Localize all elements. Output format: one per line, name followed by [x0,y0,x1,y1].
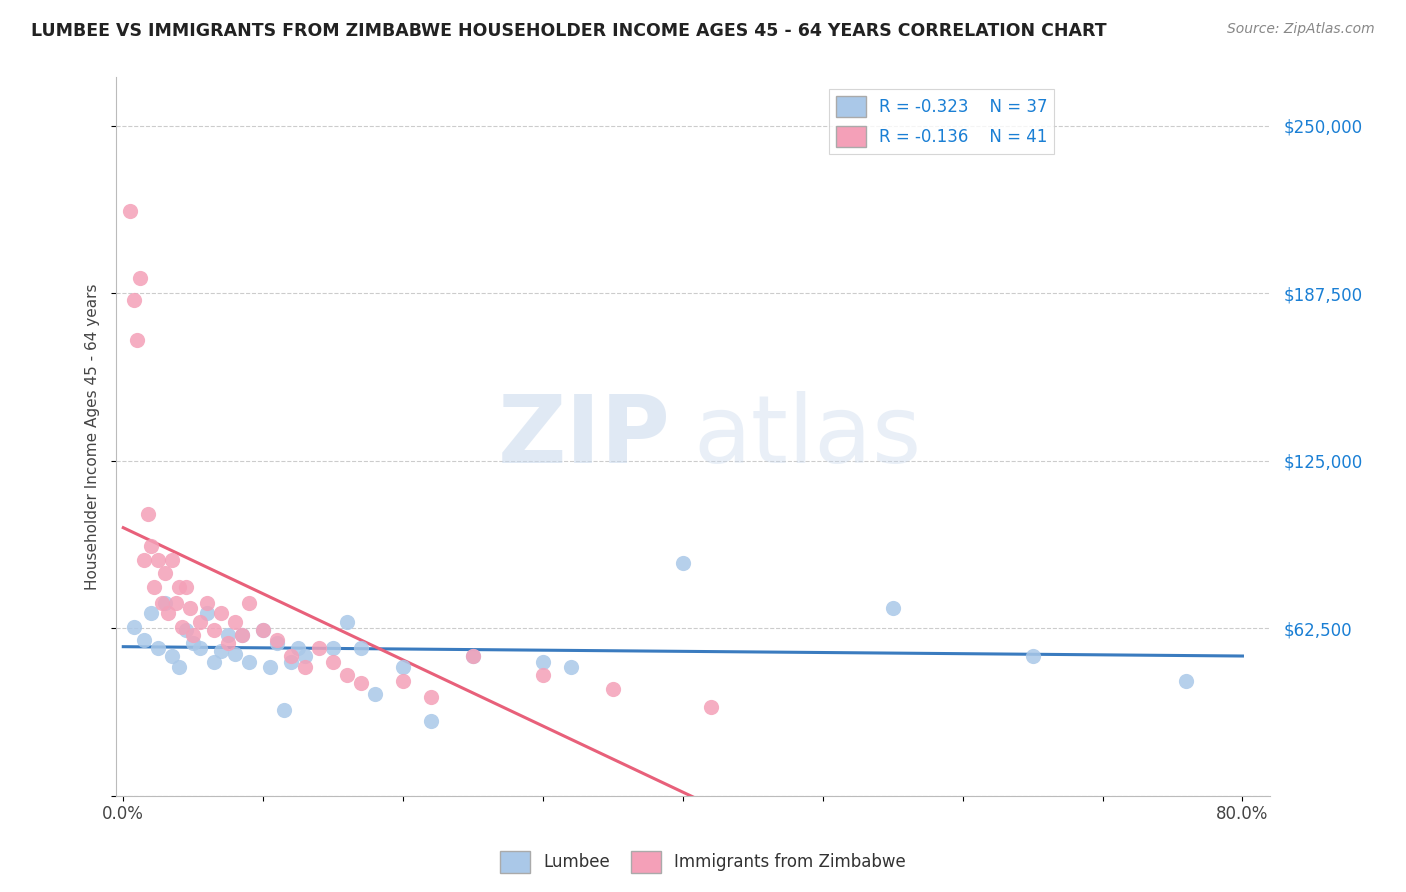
Point [238,596,260,610]
Point [882,601,904,615]
Point [129,271,152,285]
Point [700,700,723,714]
Point [273,703,295,717]
Point [266,633,288,648]
Point [531,655,554,669]
Text: ZIP: ZIP [498,391,671,483]
Point [143,580,166,594]
Point [350,641,373,656]
Point [202,655,225,669]
Point [155,596,177,610]
Point [420,690,443,704]
Point [134,553,156,567]
Point [141,607,163,621]
Point [602,681,624,696]
Point [461,649,484,664]
Point [461,649,484,664]
Point [322,641,344,656]
Point [202,623,225,637]
Point [224,647,246,661]
Point [280,649,302,664]
Point [124,620,146,634]
Point [209,644,232,658]
Point [231,628,253,642]
Point [157,607,180,621]
Point [280,655,302,669]
Point [134,633,156,648]
Point [420,714,443,728]
Point [217,628,239,642]
Point [238,655,260,669]
Point [336,668,359,682]
Point [336,615,359,629]
Point [531,668,554,682]
Point [170,620,193,634]
Point [152,596,174,610]
Text: Source: ZipAtlas.com: Source: ZipAtlas.com [1227,22,1375,37]
Point [1175,673,1198,688]
Point [160,649,183,664]
Point [181,628,204,642]
Point [259,660,281,674]
Point [195,596,218,610]
Point [252,623,274,637]
Point [287,641,309,656]
Point [308,641,330,656]
Point [392,660,415,674]
Legend: R = -0.323    N = 37, R = -0.136    N = 41: R = -0.323 N = 37, R = -0.136 N = 41 [830,89,1054,153]
Y-axis label: Householder Income Ages 45 - 64 years: Householder Income Ages 45 - 64 years [86,284,100,590]
Point [252,623,274,637]
Point [174,580,197,594]
Point [120,204,142,219]
Point [141,540,163,554]
Point [124,293,146,307]
Point [1021,649,1043,664]
Point [188,641,211,656]
Legend: Lumbee, Immigrants from Zimbabwe: Lumbee, Immigrants from Zimbabwe [494,845,912,880]
Point [217,636,239,650]
Point [148,553,170,567]
Text: atlas: atlas [693,391,921,483]
Point [266,636,288,650]
Point [350,676,373,690]
Point [294,649,316,664]
Point [160,553,183,567]
Point [294,660,316,674]
Point [138,508,160,522]
Point [672,556,695,570]
Point [392,673,415,688]
Point [231,628,253,642]
Point [127,333,149,347]
Point [165,596,187,610]
Point [322,655,344,669]
Point [179,601,201,615]
Point [224,615,246,629]
Point [560,660,582,674]
Point [195,607,218,621]
Point [167,580,190,594]
Point [188,615,211,629]
Point [155,566,177,581]
Point [148,641,170,656]
Point [174,623,197,637]
Point [364,687,387,701]
Point [209,607,232,621]
Point [181,636,204,650]
Point [167,660,190,674]
Text: LUMBEE VS IMMIGRANTS FROM ZIMBABWE HOUSEHOLDER INCOME AGES 45 - 64 YEARS CORRELA: LUMBEE VS IMMIGRANTS FROM ZIMBABWE HOUSE… [31,22,1107,40]
